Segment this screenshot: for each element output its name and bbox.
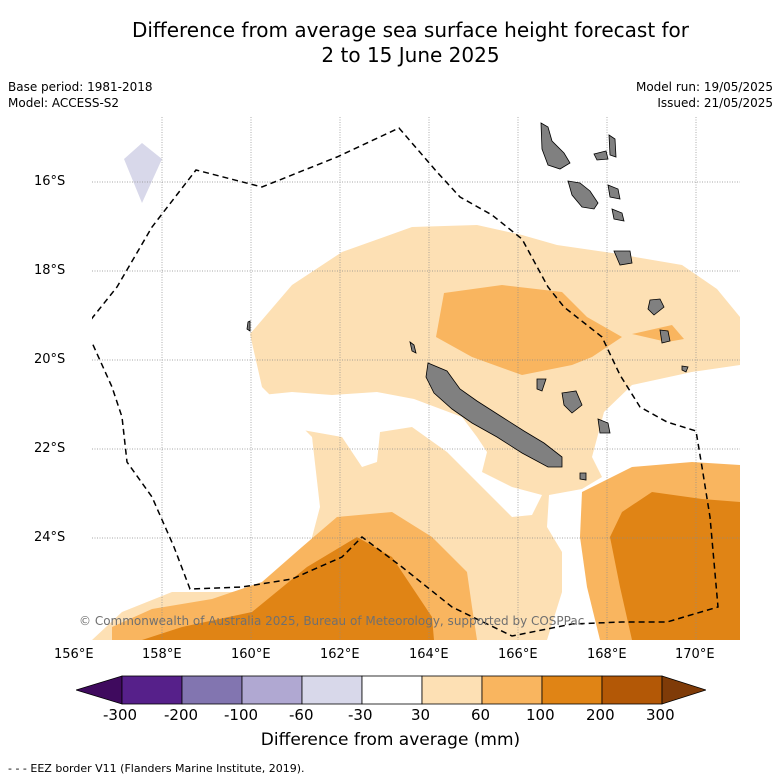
small-island-east	[681, 365, 689, 373]
model-name: Model: ACCESS-S2	[8, 96, 120, 110]
colorbar-bin-7	[481, 675, 543, 705]
colorbar-bin-4	[301, 675, 363, 705]
positive-anomaly-south-100-200	[142, 537, 434, 640]
neutral-hole-southwest	[92, 417, 320, 612]
cb-tick-100: 100	[526, 706, 555, 724]
cb-tick--300: -300	[103, 706, 138, 724]
title-line-2: 2 to 15 June 2025	[321, 43, 500, 67]
colorbar-bin-8	[541, 675, 603, 705]
vanuatu-island-6	[611, 208, 625, 222]
cb-tick-60: 60	[471, 706, 491, 724]
colorbar-bin-1	[121, 675, 183, 705]
colorbar-extend-low	[76, 675, 123, 705]
lat-label-24s: 24°S	[34, 530, 66, 545]
eez-border	[92, 127, 719, 637]
colorbar-bin-9	[601, 675, 663, 705]
map-title: Difference from average sea surface heig…	[0, 18, 781, 68]
positive-anomaly-east-60-100	[632, 325, 684, 342]
lon-label-164e: 164°E	[409, 647, 449, 662]
neutral-hole-west	[262, 392, 542, 517]
vanuatu-espiritu-santo	[540, 122, 571, 170]
meta-right: Model run: 19/05/2025 Issued: 21/05/2025	[636, 79, 773, 111]
model-run: Model run: 19/05/2025	[635, 80, 773, 94]
colorbar	[76, 675, 706, 705]
lon-label-162e: 162°E	[320, 647, 360, 662]
lon-label-168e: 168°E	[587, 647, 627, 662]
anomaly-map	[92, 117, 740, 640]
lat-label-18s: 18°S	[34, 263, 66, 278]
negative-anomaly-patch-north	[124, 143, 162, 203]
colorbar-bin-6	[421, 675, 483, 705]
lat-label-22s: 22°S	[34, 441, 66, 456]
small-islet-2	[409, 341, 417, 354]
lat-label-16s: 16°S	[34, 174, 66, 189]
colorbar-bin-5	[361, 675, 423, 705]
lon-label-166e: 166°E	[498, 647, 538, 662]
base-period: Base period: 1981-2018	[8, 80, 153, 94]
cb-tick--30: -30	[348, 706, 373, 724]
graticule	[92, 117, 740, 640]
positive-anomaly-northeast-60-100	[436, 285, 622, 375]
lon-label-170e: 170°E	[675, 647, 715, 662]
lon-label-158e: 158°E	[142, 647, 182, 662]
title-line-1: Difference from average sea surface heig…	[131, 18, 690, 42]
vanuatu-island-5	[607, 184, 621, 200]
lat-label-20s: 20°S	[34, 352, 66, 367]
vanuatu-island-2	[593, 150, 609, 161]
colorbar-bin-2	[181, 675, 243, 705]
hunter-island	[659, 329, 671, 344]
lon-label-156e: 156°E	[54, 647, 94, 662]
new-caledonia-island	[425, 362, 563, 468]
colorbar-title: Difference from average (mm)	[260, 730, 521, 750]
cb-tick-300: 300	[646, 706, 675, 724]
cb-tick--200: -200	[164, 706, 199, 724]
cb-tick--100: -100	[224, 706, 259, 724]
colorbar-extend-high	[661, 675, 706, 705]
positive-anomaly-southeast-100-200	[610, 492, 740, 640]
neutral-hole-east	[607, 367, 740, 457]
vanuatu-island-3	[608, 134, 617, 158]
cb-tick--60: -60	[289, 706, 314, 724]
matthew-island	[647, 298, 665, 316]
loyalty-island-1	[561, 390, 583, 414]
eez-legend-note: - - - EEZ border V11 (Flanders Marine In…	[8, 762, 305, 775]
vanuatu-island-4	[567, 180, 599, 210]
small-island-south	[579, 472, 587, 481]
contour-fills	[92, 143, 740, 640]
small-islet-west	[246, 320, 251, 332]
lon-label-160e: 160°E	[231, 647, 271, 662]
cb-tick-200: 200	[586, 706, 615, 724]
copyright-notice: © Commonwealth of Australia 2025, Bureau…	[79, 614, 585, 628]
vanuatu-island-7	[613, 250, 633, 266]
colorbar-bin-3	[241, 675, 303, 705]
loyalty-island-3	[536, 378, 547, 392]
issued-date: Issued: 21/05/2025	[657, 96, 773, 110]
loyalty-island-2	[597, 418, 611, 434]
cb-tick-30: 30	[411, 706, 431, 724]
land-masses	[246, 122, 689, 481]
meta-left: Base period: 1981-2018 Model: ACCESS-S2	[8, 79, 153, 111]
